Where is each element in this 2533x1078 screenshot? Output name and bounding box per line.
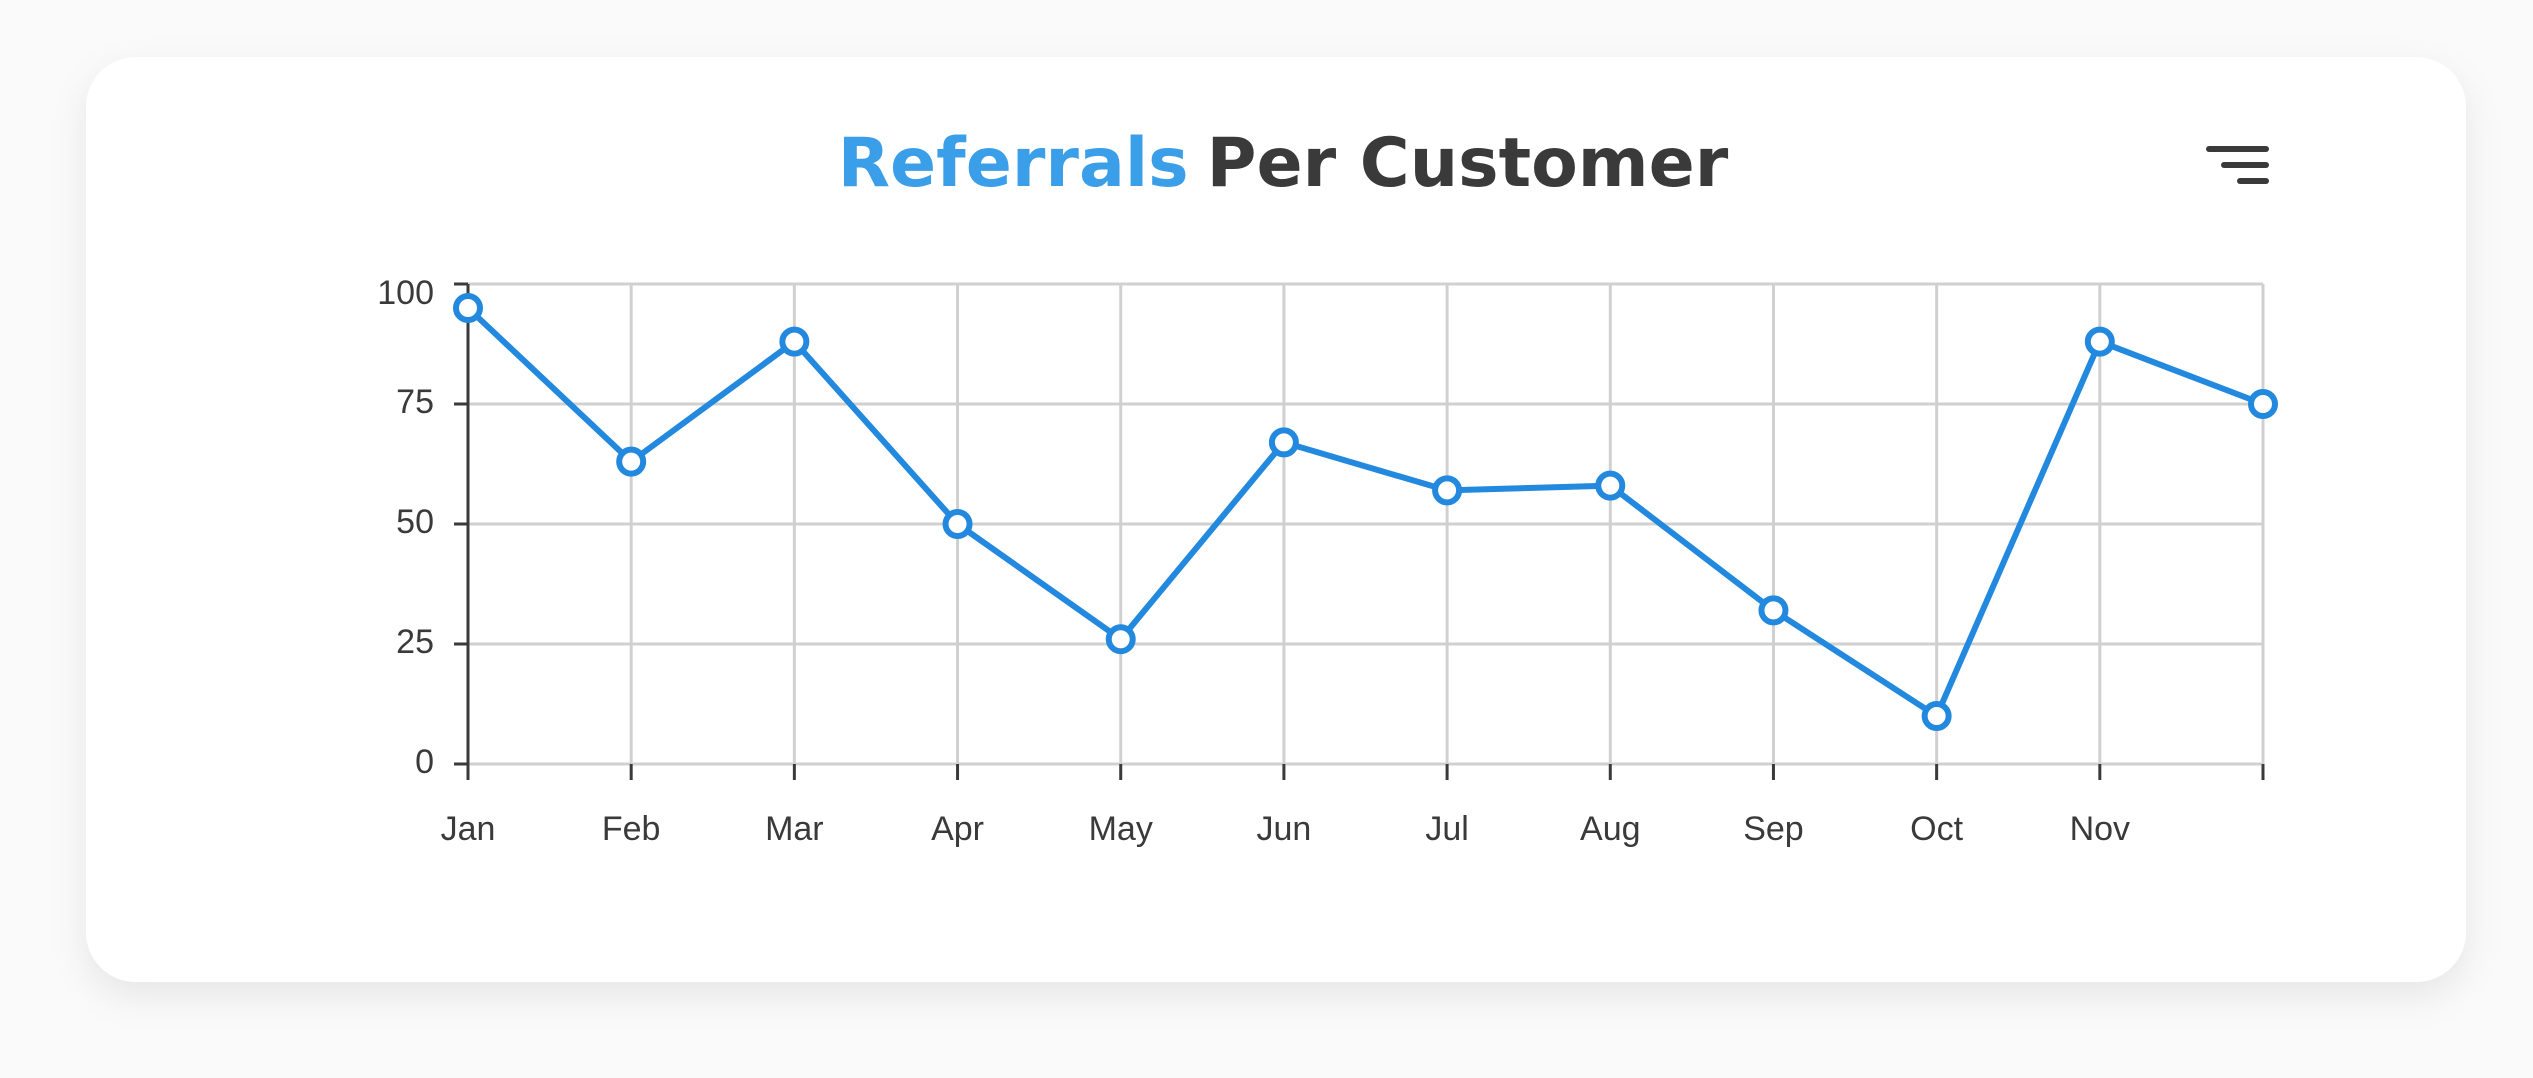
x-tick-label: Jun (1256, 810, 1311, 848)
y-tick-label: 50 (396, 503, 434, 541)
title-highlight: Referrals (838, 124, 1189, 203)
x-tick-label: Jul (1425, 810, 1468, 848)
x-tick-label: May (1089, 810, 1153, 848)
point (1921, 701, 1952, 731)
y-tick-label: 100 (377, 274, 434, 312)
x-tick-label: Feb (602, 810, 661, 848)
x-tick-label: Aug (1580, 810, 1641, 848)
point (779, 326, 810, 357)
x-tick-label: Nov (2070, 810, 2130, 848)
card (86, 57, 2466, 982)
point (1758, 595, 1789, 626)
y-tick-label: 75 (396, 383, 434, 421)
point (1595, 470, 1626, 501)
point (1105, 624, 1136, 655)
x-tick-label: Oct (1910, 810, 1963, 848)
point (453, 293, 483, 323)
title-rest: Per Customer (1207, 124, 1729, 203)
x-tick-label: Mar (765, 810, 824, 848)
point (2084, 326, 2115, 357)
x-tick-label: Jan (441, 810, 496, 848)
x-tick-label: Apr (931, 810, 984, 848)
point (1432, 475, 1463, 506)
x-tick-label: Sep (1743, 810, 1804, 848)
chart-title: Referrals Per Customer (838, 124, 1729, 203)
point (1268, 427, 1299, 458)
point (2248, 389, 2278, 419)
y-tick-label: 0 (415, 743, 434, 781)
line (465, 305, 2265, 719)
y-tick-label: 25 (396, 623, 434, 661)
menu-icon[interactable] (2206, 146, 2269, 184)
point (942, 509, 973, 539)
point (616, 446, 647, 477)
